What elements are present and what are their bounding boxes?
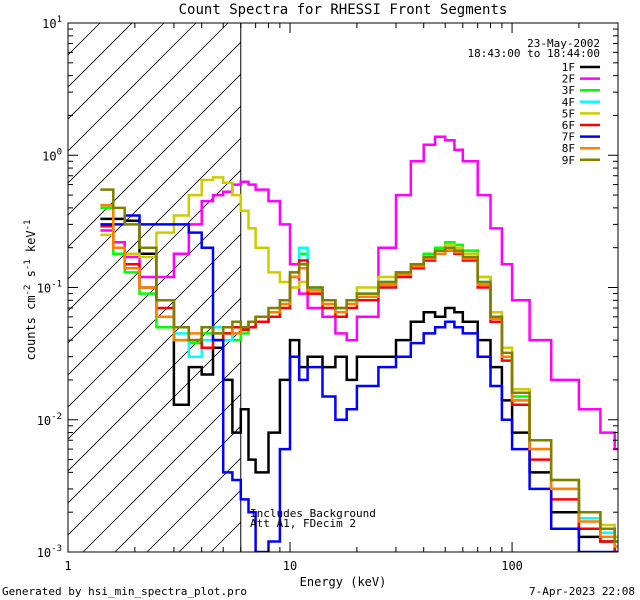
legend-label-9F: 9F <box>562 154 575 167</box>
legend-label-2F: 2F <box>562 73 575 86</box>
hatch-line <box>68 23 197 152</box>
y-tick-label: 10-1 <box>37 280 62 296</box>
hatch-line <box>68 23 165 120</box>
annotation-background: Includes Background <box>250 507 376 520</box>
y-tick-label: 101 <box>42 15 62 31</box>
series-group <box>100 135 618 552</box>
series-2F <box>100 135 618 451</box>
hatch-line <box>68 23 261 216</box>
date-label: 23-May-2002 <box>527 37 600 50</box>
legend-label-7F: 7F <box>562 131 575 144</box>
time-range-label: 18:43:00 to 18:44:00 <box>468 47 600 60</box>
legend-label-8F: 8F <box>562 142 575 155</box>
legend-label-4F: 4F <box>562 96 575 109</box>
series-1F <box>100 217 618 552</box>
series-7F <box>100 214 618 552</box>
hatch-region <box>68 23 618 552</box>
generator-label: Generated by hsi_min_spectra_plot.pro <box>2 585 247 598</box>
hatch-mask <box>240 23 618 552</box>
series-9F <box>100 188 618 543</box>
legend-label-6F: 6F <box>562 119 575 132</box>
legend-label-3F: 3F <box>562 84 575 97</box>
chart-title: Count Spectra for RHESSI Front Segments <box>179 2 508 18</box>
legend-label-1F: 1F <box>562 61 575 74</box>
hatch-line <box>68 23 293 248</box>
annotation-attenuator: Att A1, FDecim 2 <box>250 517 356 530</box>
y-tick-label: 100 <box>42 147 62 163</box>
legend-label-5F: 5F <box>562 107 575 120</box>
x-axis-label: Energy (keV) <box>300 575 387 589</box>
y-tick-label: 10-3 <box>37 544 62 560</box>
y-axis-label: counts cm-2 s-1 keV-1 <box>23 220 38 361</box>
x-tick-label: 1 <box>64 559 71 573</box>
hatch-line <box>68 23 229 184</box>
timestamp-label: 7-Apr-2023 22:08 <box>529 585 635 598</box>
hatch-line <box>68 23 325 280</box>
x-tick-label: 10 <box>283 559 297 573</box>
axis-ticks: 1 10 100 101 100 10-1 10-2 10-3 <box>37 15 619 573</box>
y-tick-label: 10-2 <box>37 412 62 428</box>
x-tick-label: 100 <box>501 559 523 573</box>
hatch-line <box>68 23 133 88</box>
